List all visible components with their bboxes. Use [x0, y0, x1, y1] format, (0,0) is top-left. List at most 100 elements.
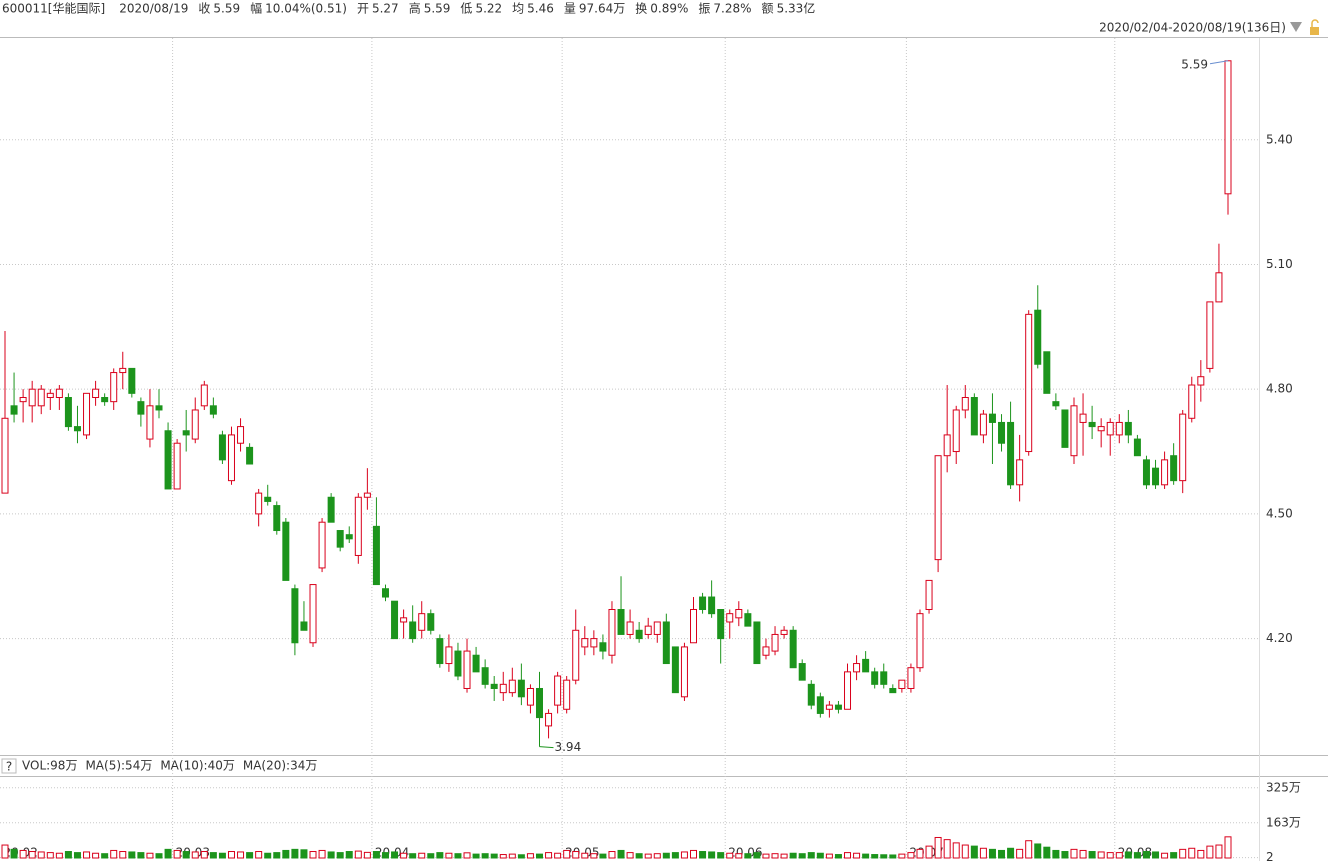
volume-bar: [834, 854, 842, 859]
candle-body: [164, 430, 172, 490]
candle-body: [599, 642, 607, 652]
volume-bar: [653, 853, 661, 859]
candle-body: [1007, 421, 1015, 486]
volume-legend: MA(10):40万: [160, 759, 235, 773]
lock-icon[interactable]: [1310, 27, 1319, 35]
volume-bar: [925, 845, 933, 859]
volume-bar: [644, 853, 652, 859]
annotation-leader: [539, 746, 554, 749]
candle-body: [662, 621, 670, 665]
volume-bar: [535, 853, 543, 859]
candle-body: [92, 388, 100, 398]
candle-body: [427, 613, 435, 631]
volume-bar: [1152, 851, 1160, 859]
candle-body: [970, 397, 978, 436]
candle-body: [671, 646, 679, 694]
candle-body: [517, 679, 525, 698]
candle-body: [807, 683, 815, 706]
candle-body: [273, 505, 281, 532]
volume-bar: [454, 853, 462, 859]
volume-bar: [998, 849, 1006, 859]
volume-bar: [825, 853, 833, 859]
volume-bar: [318, 849, 326, 859]
y-tick-label: 5.40: [1266, 132, 1293, 146]
volume-bar: [671, 852, 679, 859]
volume-bar: [871, 854, 879, 859]
volume-bar: [92, 852, 100, 859]
y-tick-label: 4.80: [1266, 382, 1293, 396]
volume-bar: [970, 845, 978, 859]
volume-bar: [490, 853, 498, 859]
volume-bar: [735, 853, 743, 859]
candle-body: [1070, 405, 1078, 457]
header-text: 量: [564, 2, 576, 16]
candle-body: [309, 584, 317, 644]
volume-bar: [309, 851, 317, 859]
volume-bar: [680, 851, 688, 859]
candle-body: [934, 455, 942, 561]
volume-bar: [173, 849, 181, 859]
candle-body: [572, 629, 580, 681]
volume-bar: [1188, 847, 1196, 859]
candle-body: [218, 434, 226, 461]
candle-body: [146, 405, 154, 440]
candle-body: [19, 397, 27, 403]
candle-body: [1088, 421, 1096, 428]
candle-body: [554, 675, 562, 706]
header-text: 低: [460, 2, 472, 16]
volume-bar: [28, 851, 36, 859]
header-text: 5.59: [213, 2, 240, 16]
candle-body: [545, 712, 553, 727]
volume-bar: [445, 852, 453, 859]
candle-body: [400, 617, 408, 623]
volume-bar: [844, 852, 852, 859]
volume-bar: [137, 852, 145, 859]
volume-bar: [1224, 836, 1232, 859]
volume-bar: [1197, 849, 1205, 859]
volume-bar: [1142, 851, 1150, 859]
candle-body: [844, 671, 852, 710]
header-text: 0.89%: [650, 2, 688, 16]
candle-body: [46, 392, 54, 398]
candle-body: [10, 405, 18, 415]
candle-body: [1188, 384, 1196, 419]
y-tick-label: 4.20: [1266, 631, 1293, 645]
header-text: 高: [409, 1, 421, 16]
candle-body: [1, 417, 9, 494]
candle-body: [1179, 413, 1187, 482]
candle-body: [191, 409, 199, 440]
candle-body: [101, 397, 109, 403]
volume-bar: [336, 852, 344, 859]
candle-body: [64, 397, 72, 428]
candle-body: [889, 687, 897, 694]
volume-bar: [481, 853, 489, 859]
volume-bar: [889, 854, 897, 859]
volume-bar: [264, 852, 272, 859]
volume-bar: [1097, 851, 1105, 859]
volume-bar: [345, 851, 353, 859]
volume-bar: [1025, 840, 1033, 859]
header-text: 振: [698, 2, 710, 16]
candle-body: [1097, 426, 1105, 432]
dropdown-icon[interactable]: [1290, 22, 1302, 32]
candle-body: [1224, 60, 1232, 195]
candle-body: [481, 667, 489, 685]
volume-bar: [635, 853, 643, 859]
help-button[interactable]: [1, 758, 17, 774]
volume-bar: [617, 849, 625, 859]
volume-bar: [1043, 846, 1051, 859]
candle-body: [880, 671, 888, 685]
volume-bar: [110, 849, 118, 859]
volume-legend: MA(5):54万: [85, 759, 152, 773]
candle-body: [1025, 313, 1033, 453]
candle-body: [644, 625, 652, 635]
volume-bar: [273, 852, 281, 859]
candle-body: [336, 530, 344, 548]
candle-body: [952, 409, 960, 453]
volume-bar: [354, 850, 362, 859]
header-text: 5.27: [372, 2, 399, 16]
candle-body: [726, 613, 734, 623]
candle-body: [653, 621, 661, 635]
volume-bar: [246, 852, 254, 859]
volume-bar: [255, 851, 263, 859]
